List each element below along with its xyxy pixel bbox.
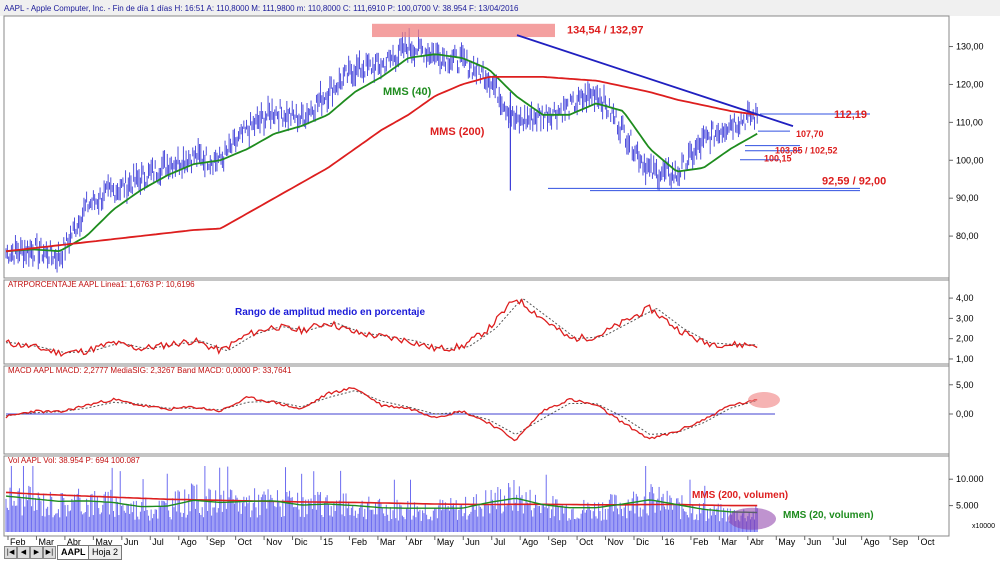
level-label: 92,59 / 92,00: [822, 175, 886, 187]
macd-signal-line: [5, 390, 758, 435]
vol-ytick-label: 10.000: [956, 474, 984, 484]
volume-title: Vol AAPL Vol: 38.954 P: 694 100.087: [8, 456, 140, 465]
x-tick-label: Ago: [181, 537, 197, 547]
axis-layer: 80,00 90,00 100,00 110,00 120,00 130,00 1,00 2,…: [7, 42, 995, 547]
x-tick-label: Sep: [892, 537, 908, 547]
next-sheet-icon[interactable]: ▶: [30, 546, 43, 559]
price-bars: [5, 28, 758, 273]
x-tick-label: Nov: [266, 537, 283, 547]
x-tick-label: Ago: [864, 537, 880, 547]
atr-layer: [5, 298, 758, 358]
x-tick-label: Dic: [295, 537, 308, 547]
trendline: [516, 34, 794, 128]
x-tick-label: Mar: [380, 537, 396, 547]
x-tick-label: Abr: [750, 537, 764, 547]
atr-title: ATRPORCENTAJE AAPL Linea1: 1,6763 P: 10,…: [8, 280, 195, 289]
price-ytick-label: 110,00: [956, 117, 983, 127]
x-tick-label: May: [437, 537, 455, 547]
price-ytick-label: 120,00: [956, 79, 984, 89]
x-tick-label: Sep: [209, 537, 225, 547]
macd-title: MACD AAPL MACD: 2,2777 MediaSIG: 2,3267 …: [8, 366, 292, 375]
vol-mms20-label: MMS (20, volumen): [783, 510, 874, 521]
x-tick-label: May: [95, 537, 113, 547]
x-tick-label: Feb: [693, 537, 709, 547]
x-tick-label: Nov: [608, 537, 625, 547]
vol-mms200-line: [5, 491, 758, 507]
vol-mms200-label: MMS (200, volumen): [692, 490, 788, 501]
level-label: 112,19: [834, 109, 867, 121]
x-tick-label: Ago: [522, 537, 538, 547]
tab-aapl[interactable]: AAPL: [57, 545, 90, 560]
price-layer: 134,54 / 132,97 112,19 107,70 103,85 / 102,…: [5, 23, 886, 273]
level-label: 134,54 / 132,97: [567, 24, 643, 36]
price-ytick-label: 80,00: [956, 231, 979, 241]
mms200-label: MMS (200): [430, 126, 485, 138]
atr-panel: [3, 279, 950, 365]
first-sheet-icon[interactable]: |◀: [4, 546, 17, 559]
x-tick-label: 15: [323, 537, 333, 547]
level-label: 103,85 / 102,52: [775, 146, 838, 156]
macd-panel: [3, 365, 950, 455]
chart-title: AAPL - Apple Computer, Inc. - Fin de día…: [4, 4, 519, 13]
mms40-label: MMS (40): [383, 86, 432, 98]
x-tick-label: Jul: [494, 537, 506, 547]
atr-ytick-label: 4,00: [956, 293, 974, 303]
x-tick-label: Mar: [721, 537, 737, 547]
vol-ytick-label: 5.000: [956, 501, 979, 511]
prev-sheet-icon[interactable]: ◀: [17, 546, 30, 559]
tab-hoja-2[interactable]: Hoja 2: [88, 545, 123, 560]
mms200-line: [5, 76, 758, 253]
x-tick-label: Mar: [38, 537, 54, 547]
title-bar: [0, 0, 1000, 16]
mms40-line: [5, 53, 758, 253]
volume-highlight: [728, 507, 776, 530]
price-ytick-label: 130,00: [956, 42, 984, 52]
price-ytick-label: 100,00: [956, 155, 984, 165]
x-tick-label: Jul: [152, 537, 164, 547]
x-tick-label: Jun: [807, 537, 822, 547]
price-ytick-label: 90,00: [956, 193, 979, 203]
x-tick-label: Sep: [551, 537, 567, 547]
x-tick-label: Oct: [579, 537, 594, 547]
atr-ytick-label: 3,00: [956, 313, 974, 323]
atr-annotation: Rango de amplitud medio en porcentaje: [235, 307, 425, 318]
macd-ytick-label: 5,00: [956, 380, 974, 390]
macd-layer: [5, 386, 780, 442]
x-tick-label: Dic: [636, 537, 649, 547]
macd-highlight: [748, 391, 780, 408]
volume-layer: [5, 466, 776, 532]
x-tick-label: Abr: [67, 537, 81, 547]
x-tick-label: Feb: [10, 537, 26, 547]
level-label: 107,70: [796, 129, 824, 139]
x-tick-label: 16: [664, 537, 674, 547]
vol-scale-label: x10000: [972, 523, 995, 530]
x-tick-label: Jun: [124, 537, 139, 547]
x-tick-label: Abr: [408, 537, 422, 547]
x-tick-label: Oct: [238, 537, 253, 547]
vol-mms20-line: [5, 495, 758, 514]
level-label: 100,15: [764, 154, 792, 164]
x-tick-label: Jul: [835, 537, 847, 547]
macd-ytick-label: 0,00: [956, 409, 974, 419]
atr-ytick-label: 2,00: [956, 334, 974, 344]
x-tick-label: Jun: [465, 537, 480, 547]
resistance-zone: [372, 23, 555, 38]
atr-ytick-label: 1,00: [956, 354, 974, 364]
last-sheet-icon[interactable]: ▶|: [43, 546, 56, 559]
x-tick-label: Feb: [351, 537, 367, 547]
atr-signal-line: [6, 298, 758, 354]
macd-line: [5, 386, 758, 442]
atr-line: [5, 298, 758, 358]
x-tick-label: May: [778, 537, 796, 547]
x-tick-label: Oct: [921, 537, 936, 547]
